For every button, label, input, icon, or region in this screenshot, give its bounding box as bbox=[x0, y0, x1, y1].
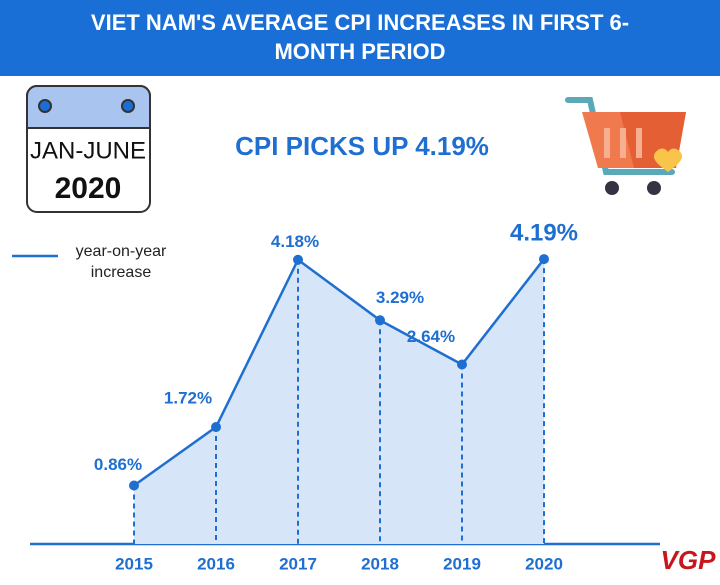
x-tick-label: 2019 bbox=[443, 554, 481, 573]
point bbox=[293, 254, 303, 265]
area bbox=[134, 259, 544, 544]
x-tick-label: 2020 bbox=[525, 554, 563, 573]
legend-label: year-on-year increase bbox=[75, 243, 167, 281]
value-label: 4.18% bbox=[271, 232, 319, 251]
title-banner bbox=[0, 0, 720, 76]
x-tick-label: 2018 bbox=[361, 554, 399, 573]
value-label: 2.64% bbox=[407, 327, 455, 346]
cart-icon bbox=[565, 97, 686, 195]
chart-title: VIET NAM'S AVERAGE CPI INCREASES IN FIRS… bbox=[90, 10, 630, 64]
calendar-icon bbox=[26, 85, 151, 213]
line bbox=[133, 257, 545, 487]
calendar-year: 2020 bbox=[55, 172, 122, 205]
point bbox=[539, 254, 549, 265]
calendar-period: JAN-JUNE bbox=[30, 137, 146, 164]
point bbox=[457, 359, 467, 370]
value-label: 1.72% bbox=[164, 389, 212, 408]
logo: VGP bbox=[661, 545, 717, 575]
value-label: 3.29% bbox=[376, 288, 424, 307]
point bbox=[211, 422, 221, 433]
x-tick-label: 2015 bbox=[115, 554, 153, 573]
point bbox=[375, 315, 385, 326]
x-tick-label: 2017 bbox=[279, 554, 317, 573]
point bbox=[129, 480, 139, 491]
value-label: 4.19% bbox=[510, 219, 578, 246]
logo-text: VGP bbox=[661, 545, 717, 575]
subtitle: CPI PICKS UP 4.19% bbox=[235, 131, 489, 161]
value-label: 0.86% bbox=[94, 455, 142, 474]
x-tick-label: 2016 bbox=[197, 554, 235, 573]
